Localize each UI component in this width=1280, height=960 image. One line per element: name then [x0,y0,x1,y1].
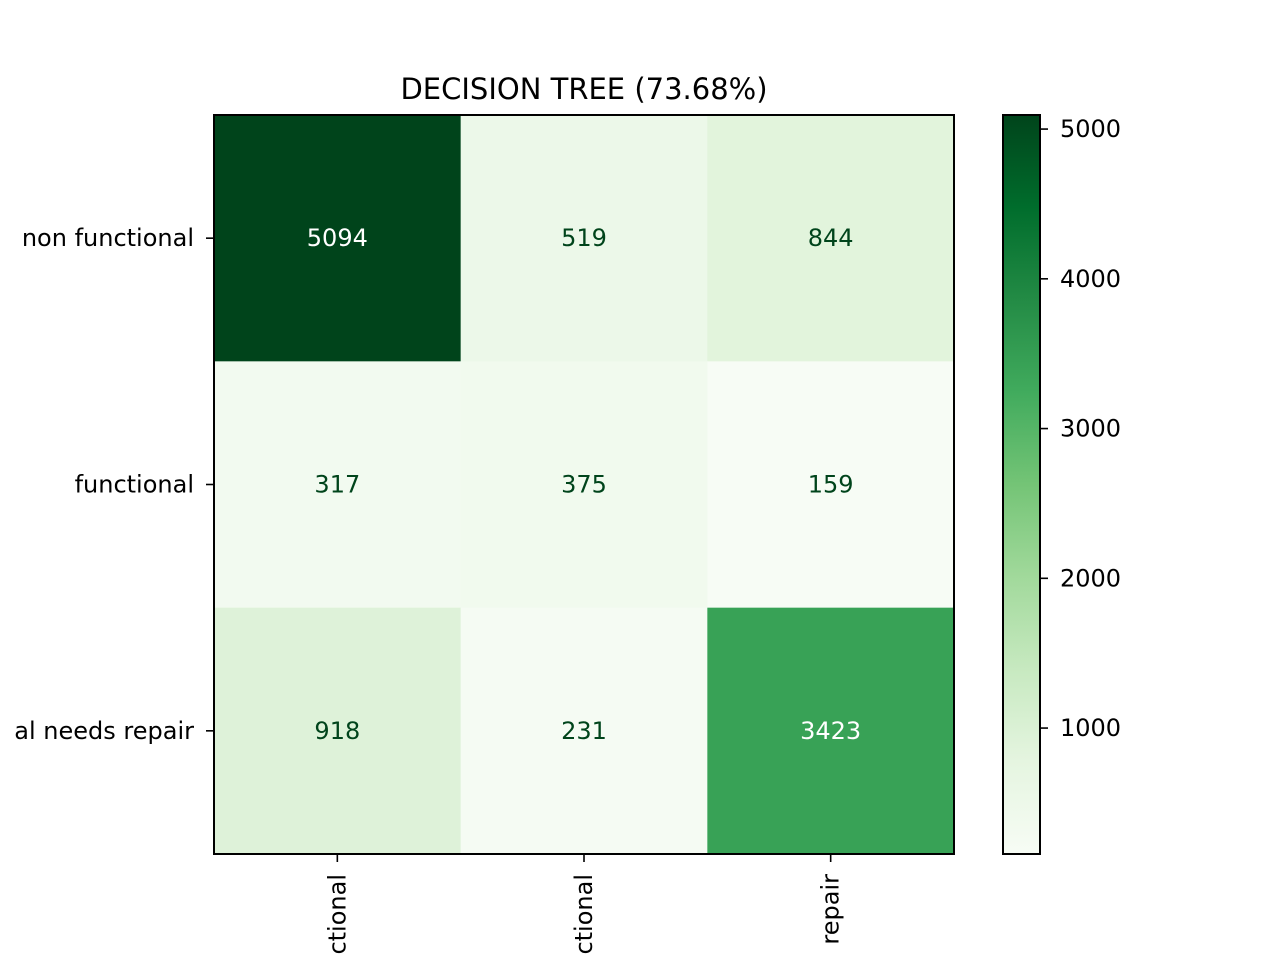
x-tick-label-0: ctional [323,874,351,955]
x-tick-label-1: ctional [570,874,598,955]
heatmap-cell-r1-c2 [707,361,955,609]
colorbar-ticks: 1000 2000 3000 4000 5000 [1040,115,1121,742]
heatmap-cell-r0-c2 [707,115,955,362]
cell-value-label-r0-c0: 5094 [307,224,368,252]
colorbar-tick-label-1: 2000 [1060,564,1121,592]
cell-value-label-r0-c1: 519 [561,224,607,252]
x-tick-label-2: repair [817,874,845,945]
colorbar-tick-label-4: 5000 [1060,115,1121,143]
colorbar-tick-label-3: 4000 [1060,265,1121,293]
heatmap-cell-r1-c0 [214,361,462,609]
heatmap-cells [214,115,955,855]
y-tick-label-2: al needs repair [14,717,194,745]
x-axis-ticks: ctional ctional repair [323,854,845,955]
heatmap-cell-r0-c0 [214,115,462,362]
cell-value-label-r2-c0: 918 [314,717,360,745]
heatmap-cell-r2-c0 [214,607,462,855]
heatmap-cell-r2-c2 [707,607,955,855]
colorbar-tick-label-0: 1000 [1060,714,1121,742]
y-tick-label-1: functional [75,471,194,499]
heatmap-cell-r2-c1 [460,607,708,855]
heatmap-cell-labels: 5094 519 844 317 375 159 918 231 3423 [307,224,861,745]
colorbar [1002,114,1041,855]
cell-value-label-r2-c2: 3423 [800,717,861,745]
cell-value-label-r1-c1: 375 [561,471,607,499]
cell-value-label-r1-c2: 159 [808,471,854,499]
heatmap-cell-r0-c1 [460,115,708,362]
cell-value-label-r2-c1: 231 [561,717,607,745]
colorbar-tick-label-2: 3000 [1060,415,1121,443]
y-tick-label-0: non functional [22,224,194,252]
cell-value-label-r0-c2: 844 [808,224,854,252]
cell-value-label-r1-c0: 317 [314,471,360,499]
heatmap-cell-r1-c1 [460,361,708,609]
y-axis-ticks: non functional functional al needs repair [14,224,214,745]
chart-title: DECISION TREE (73.68%) [400,72,767,106]
